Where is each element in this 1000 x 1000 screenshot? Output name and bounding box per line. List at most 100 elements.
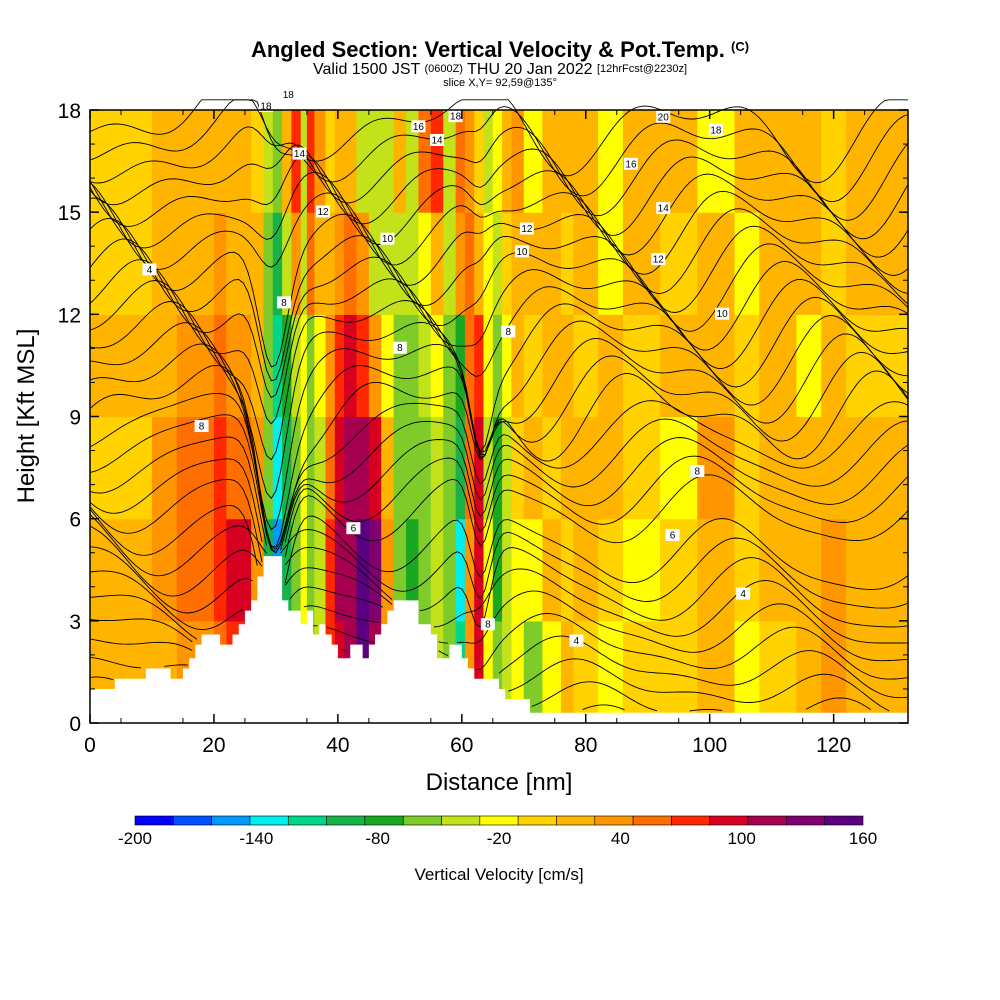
theta-contour-line [89,514,909,609]
theta-contour-line [89,171,909,276]
velocity-cell [502,212,512,315]
velocity-cell [291,416,302,520]
velocity-cell [334,314,345,418]
theta-contour-line [89,594,909,680]
theta-contour-line [89,343,909,548]
contour-label-bg [708,123,723,136]
velocity-cell [573,314,599,418]
velocity-cell [300,212,308,315]
velocity-cell [90,314,153,418]
colorbar-swatch [134,815,174,826]
contour-label-text: 14 [294,149,306,160]
velocity-cell [282,518,293,622]
colorbar-swatch [556,815,596,826]
y-tick-label: 15 [58,202,81,225]
velocity-cell [356,518,370,622]
velocity-cell [443,416,457,520]
theta-contour-line [89,182,909,294]
colorbar-swatch [326,815,366,826]
velocity-cell [523,110,543,213]
velocity-cell [314,314,327,418]
contour-label-bg [258,99,273,112]
velocity-cell [759,212,798,315]
velocity-cell [381,518,395,622]
contour-label-bg [569,634,584,647]
theta-contour-line [89,504,909,590]
velocity-cell [474,212,485,315]
theta-contour-label: 10 [514,245,529,258]
theta-contour-line [89,455,909,543]
velocity-cell [300,518,308,622]
velocity-cell [474,314,485,418]
velocity-cell [796,518,822,622]
velocity-cell [176,518,215,622]
velocity-cell [660,620,698,724]
velocity-cell [263,314,274,418]
colorbar-swatch [479,815,519,826]
theta-contour-line [89,280,909,461]
velocity-cell [464,212,475,315]
velocity-cell [314,416,327,520]
velocity-cell [598,314,624,418]
velocity-cell [523,314,543,418]
velocity-cell [598,416,624,520]
theta-contour-label: 8 [194,420,209,433]
colorbar-label: Vertical Velocity [cm/s] [414,865,583,884]
velocity-cell [176,212,215,315]
velocity-cell [334,110,345,213]
velocity-cell [368,518,382,622]
colorbar-swatch [249,815,289,826]
velocity-cell [542,110,562,213]
velocity-cell [418,518,432,622]
velocity-cell [263,416,274,520]
theta-contour-label: 18 [281,88,296,101]
velocity-cell [176,416,215,520]
contour-label-bg [142,263,157,276]
velocity-cell [734,518,760,622]
contour-label-text: 20 [658,112,670,123]
contour-label-bg [736,587,751,600]
contour-label-bg [715,307,730,320]
velocity-cell [213,416,227,520]
contour-label-text: 14 [431,135,443,146]
velocity-cell [483,518,494,622]
velocity-cell [846,620,909,724]
velocity-cell [213,212,227,315]
contour-label-text: 4 [740,589,746,600]
velocity-cell [483,110,494,213]
velocity-cell [151,518,178,622]
velocity-cell [796,314,822,418]
velocity-cell [406,212,420,315]
theta-contour-line [89,99,909,203]
velocity-cell [734,212,760,315]
velocity-cell [334,416,345,520]
velocity-cell [306,212,315,315]
colorbar: -200 -140 -80 -20 40 100 160 [118,815,877,848]
colorbar-tick-label: -80 [365,829,390,848]
contour-label-bg [316,205,331,218]
velocity-cell [573,212,599,315]
theta-contour-label: 18 [448,110,463,123]
theta-contour-line [89,546,909,644]
y-tick-label: 9 [69,407,81,430]
velocity-cell [821,620,847,724]
contour-label-text: 16 [625,159,637,170]
velocity-cell [291,110,302,213]
velocity-cell [291,212,302,315]
velocity-cell [263,110,274,213]
velocity-cell [368,212,382,315]
theta-contour-label: 14 [292,147,307,160]
velocity-cell [381,314,395,418]
velocity-cell [393,110,407,213]
theta-contour-line [89,392,909,551]
velocity-cell [90,416,153,520]
colorbar-swatch [632,815,672,826]
valid-time: Valid 1500 JST [312,61,420,78]
velocity-cell [492,314,503,418]
contour-label-bg [651,253,666,266]
contour-label-bg [656,110,671,123]
velocity-cell [511,620,525,724]
velocity-cell [418,314,432,418]
theta-contour-label: 4 [569,634,584,647]
theta-contour-line [89,238,909,399]
